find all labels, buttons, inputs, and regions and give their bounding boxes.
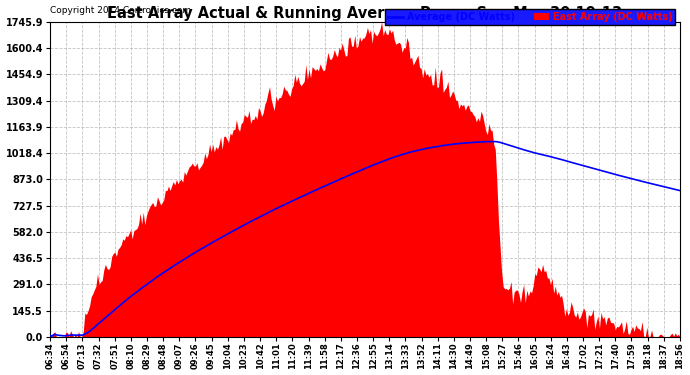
Legend: Average (DC Watts), East Array (DC Watts): Average (DC Watts), East Array (DC Watts… bbox=[385, 9, 675, 25]
Text: Copyright 2014 Cartronics.com: Copyright 2014 Cartronics.com bbox=[50, 6, 191, 15]
Title: East Array Actual & Running Average Power Sun Mar 30 19:13: East Array Actual & Running Average Powe… bbox=[108, 6, 622, 21]
